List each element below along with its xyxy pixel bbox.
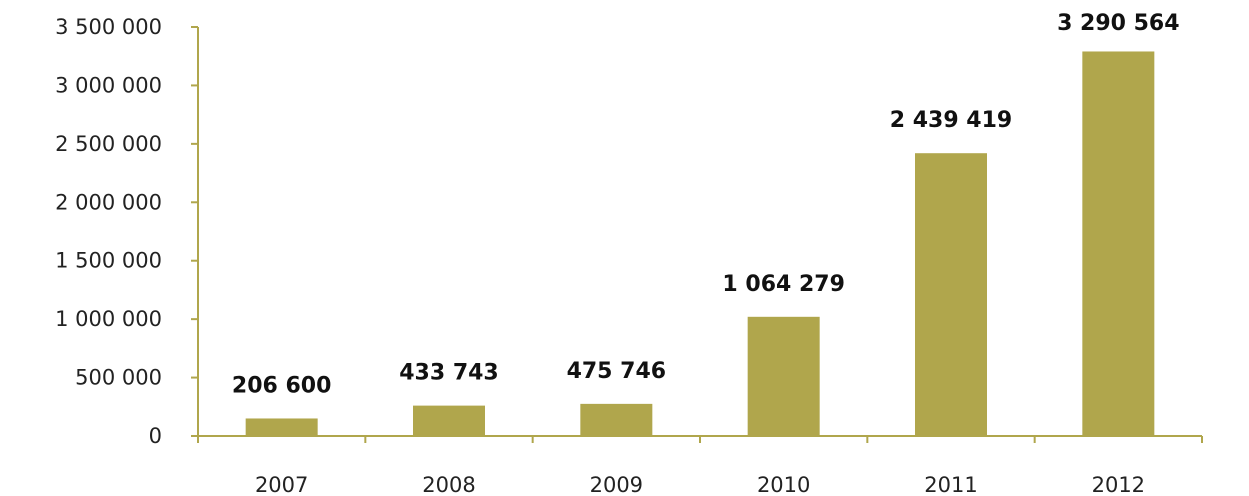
y-tick-label: 1 500 000 [55,249,162,273]
bar-2007 [245,418,318,436]
y-tick-label: 3 500 000 [55,15,162,39]
data-label: 3 290 564 [1057,11,1179,36]
x-tick-label: 2012 [1092,473,1145,496]
bar-2010 [747,316,820,436]
bar-2008 [413,405,485,436]
x-tick-label: 2011 [924,473,977,496]
data-label: 475 746 [567,359,667,384]
x-tick-label: 2007 [255,473,308,496]
bar-2009 [580,403,653,436]
x-tick-label: 2009 [590,473,643,496]
data-label: 433 743 [399,361,499,386]
data-label: 1 064 279 [722,272,844,297]
bars [245,51,1155,437]
y-tick-label: 500 000 [75,366,162,390]
y-tick-label: 3 000 000 [55,73,162,97]
x-tick-label: 2008 [422,473,475,496]
x-tick-label: 2010 [757,473,810,496]
y-tick-label: 1 000 000 [55,307,162,331]
y-tick-label: 2 500 000 [55,132,162,156]
bar-2011 [915,153,987,436]
data-label: 206 600 [232,373,332,398]
bar-2012 [1082,51,1155,437]
y-axis: 0 500 000 1 000 000 1 500 000 2 000 000 2 500… [55,15,199,448]
y-tick-label: 2 000 000 [55,190,162,214]
data-labels: 206 600 433 743 475 746 1 064 279 2 439 419 3… [232,11,1180,398]
x-axis: 2007 2008 2009 2010 2011 2012 [197,435,1203,496]
y-tick-label: 0 [149,424,162,448]
data-label: 2 439 419 [890,108,1012,133]
